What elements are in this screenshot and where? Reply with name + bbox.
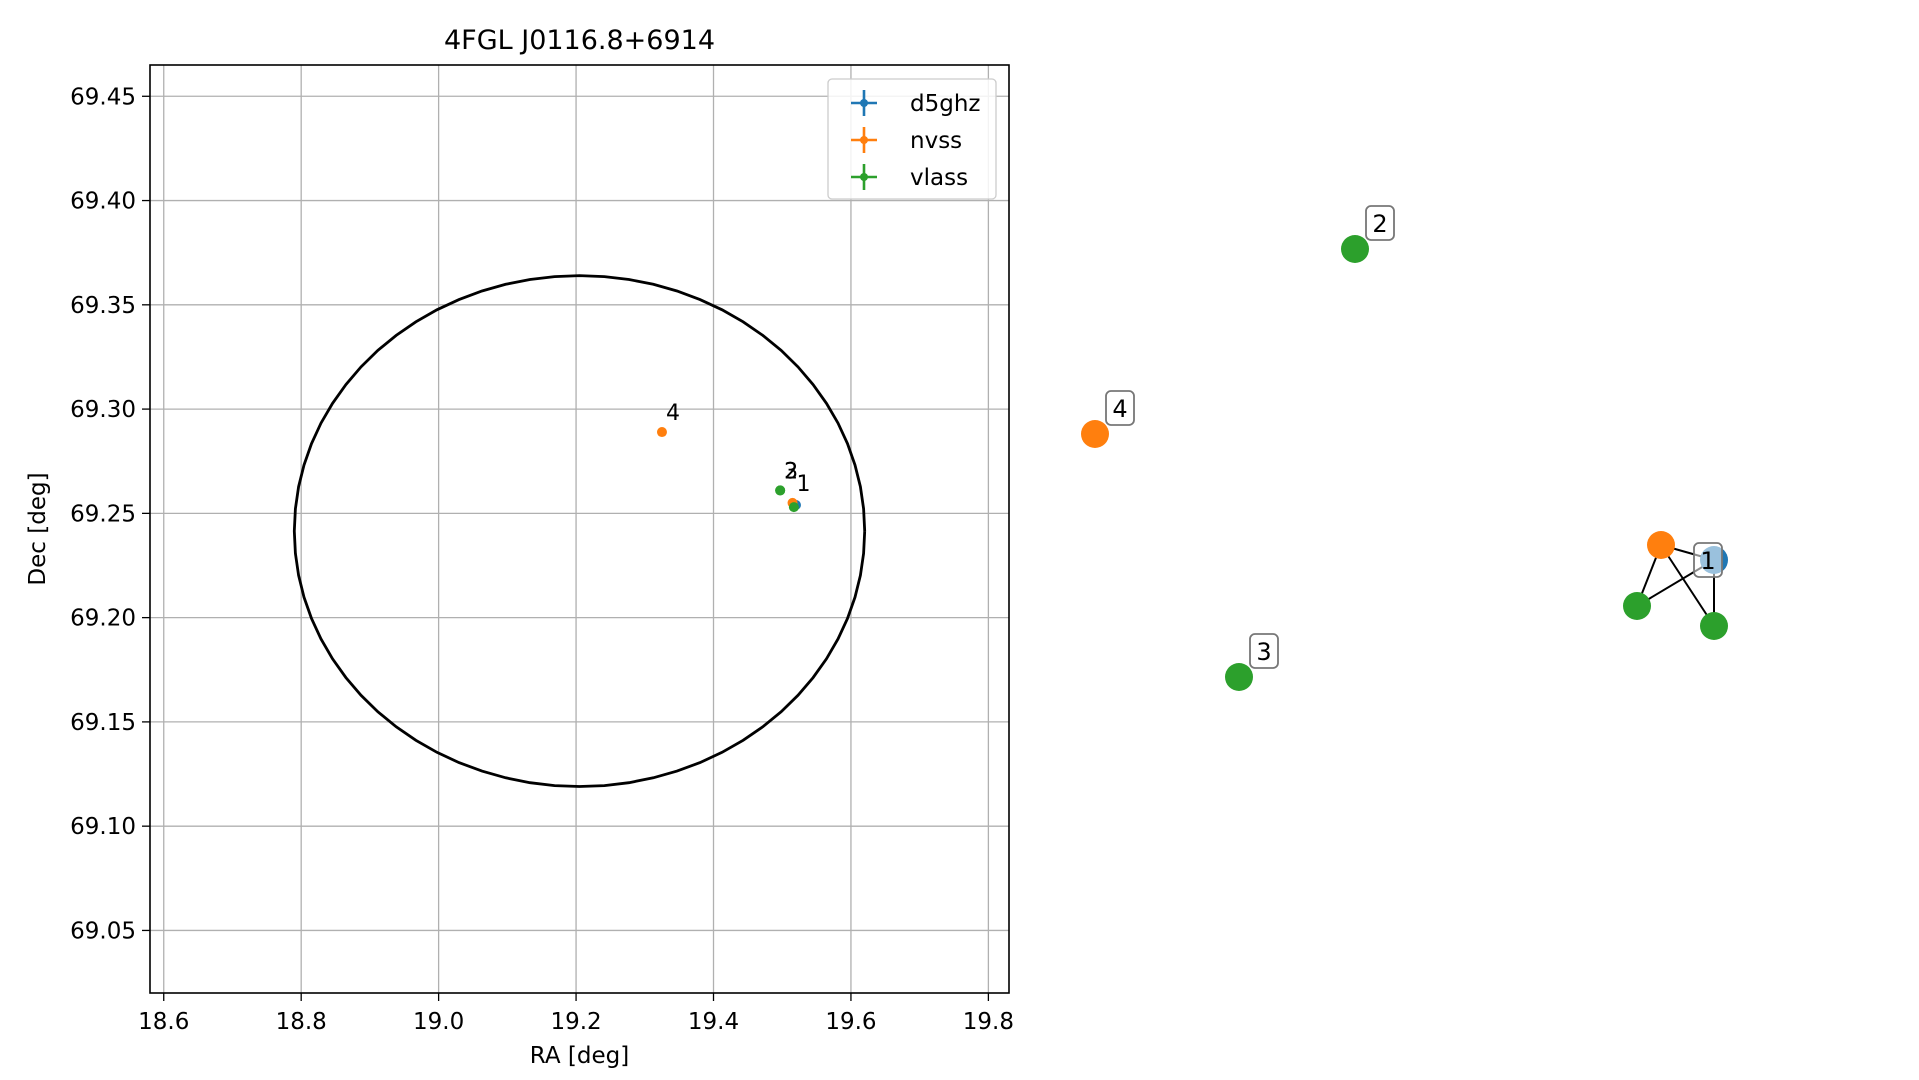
node-label: 3 [1256,638,1271,666]
point-annotation: 1 [797,472,811,497]
x-tick-label: 18.8 [276,1009,327,1035]
network-node-vlass-3 [1225,663,1253,691]
y-tick-label: 69.45 [70,84,136,110]
x-tick-label: 19.2 [550,1009,601,1035]
node-label-box [1105,390,1135,426]
x-tick-label: 18.6 [138,1009,189,1035]
y-tick-label: 69.10 [70,814,136,840]
point-annotation: 2 [784,459,798,484]
legend-entry-d5ghz: d5ghz [910,91,980,117]
error-ellipse [292,274,867,788]
error-ellipse-layer [292,274,867,788]
x-tick-label: 19.0 [413,1009,464,1035]
network-node-nvss-1 [1647,531,1675,559]
y-tick-label: 69.05 [70,918,136,944]
y-tick-label: 69.35 [70,293,136,319]
nvss-point [656,427,667,438]
legend-entry-vlass: vlass [910,165,968,191]
network-edge [1660,544,1715,627]
scatter-panel: 1 4 23 18.6 18.8 19.0 19.2 19.4 19.6 19.8 69.05 69… [25,25,1014,1069]
group-label-box [1693,542,1723,578]
data-points-layer: 1 4 23 [656,401,811,513]
node-label: 2 [1372,210,1387,238]
vlass-point [775,485,786,496]
ticks-layer: 18.6 18.8 19.0 19.2 19.4 19.6 19.8 69.05 69.10 69… [70,84,1014,1035]
legend-box [827,78,997,200]
y-axis-label: Dec [deg] [25,472,51,585]
node-label-box [1249,633,1279,669]
legend: d5ghz nvss vlass [827,78,997,200]
legend-marker [860,173,868,181]
grid-lines [150,65,1009,993]
point-annotation: 3 [784,459,798,484]
node-label: 4 [1112,395,1127,423]
x-tick-label: 19.4 [688,1009,739,1035]
x-axis-label: RA [deg] [530,1043,629,1069]
y-tick-label: 69.40 [70,189,136,215]
point-annotation: 4 [666,401,680,426]
plot-frame [149,64,1010,994]
vlass-point [788,502,799,513]
chart-title: 4FGL J0116.8+6914 [444,25,715,56]
y-tick-label: 69.15 [70,710,136,736]
y-tick-label: 69.20 [70,606,136,632]
legend-marker [860,99,868,107]
network-panel: 2 4 3 1 [1081,205,1728,691]
y-tick-label: 69.30 [70,397,136,423]
node-label-box [1365,205,1395,241]
network-node-vlass-2 [1341,235,1369,263]
group-label: 1 [1700,547,1715,575]
network-node-vlass-b [1700,612,1728,640]
network-node-vlass-a [1623,592,1651,620]
network-node-nvss-4 [1081,420,1109,448]
network-labels-layer: 2 4 3 1 [1105,205,1723,669]
legend-entry-nvss: nvss [910,128,962,154]
x-tick-label: 19.6 [825,1009,876,1035]
y-tick-label: 69.25 [70,501,136,527]
x-tick-label: 19.8 [963,1009,1014,1035]
legend-marker [860,136,868,144]
